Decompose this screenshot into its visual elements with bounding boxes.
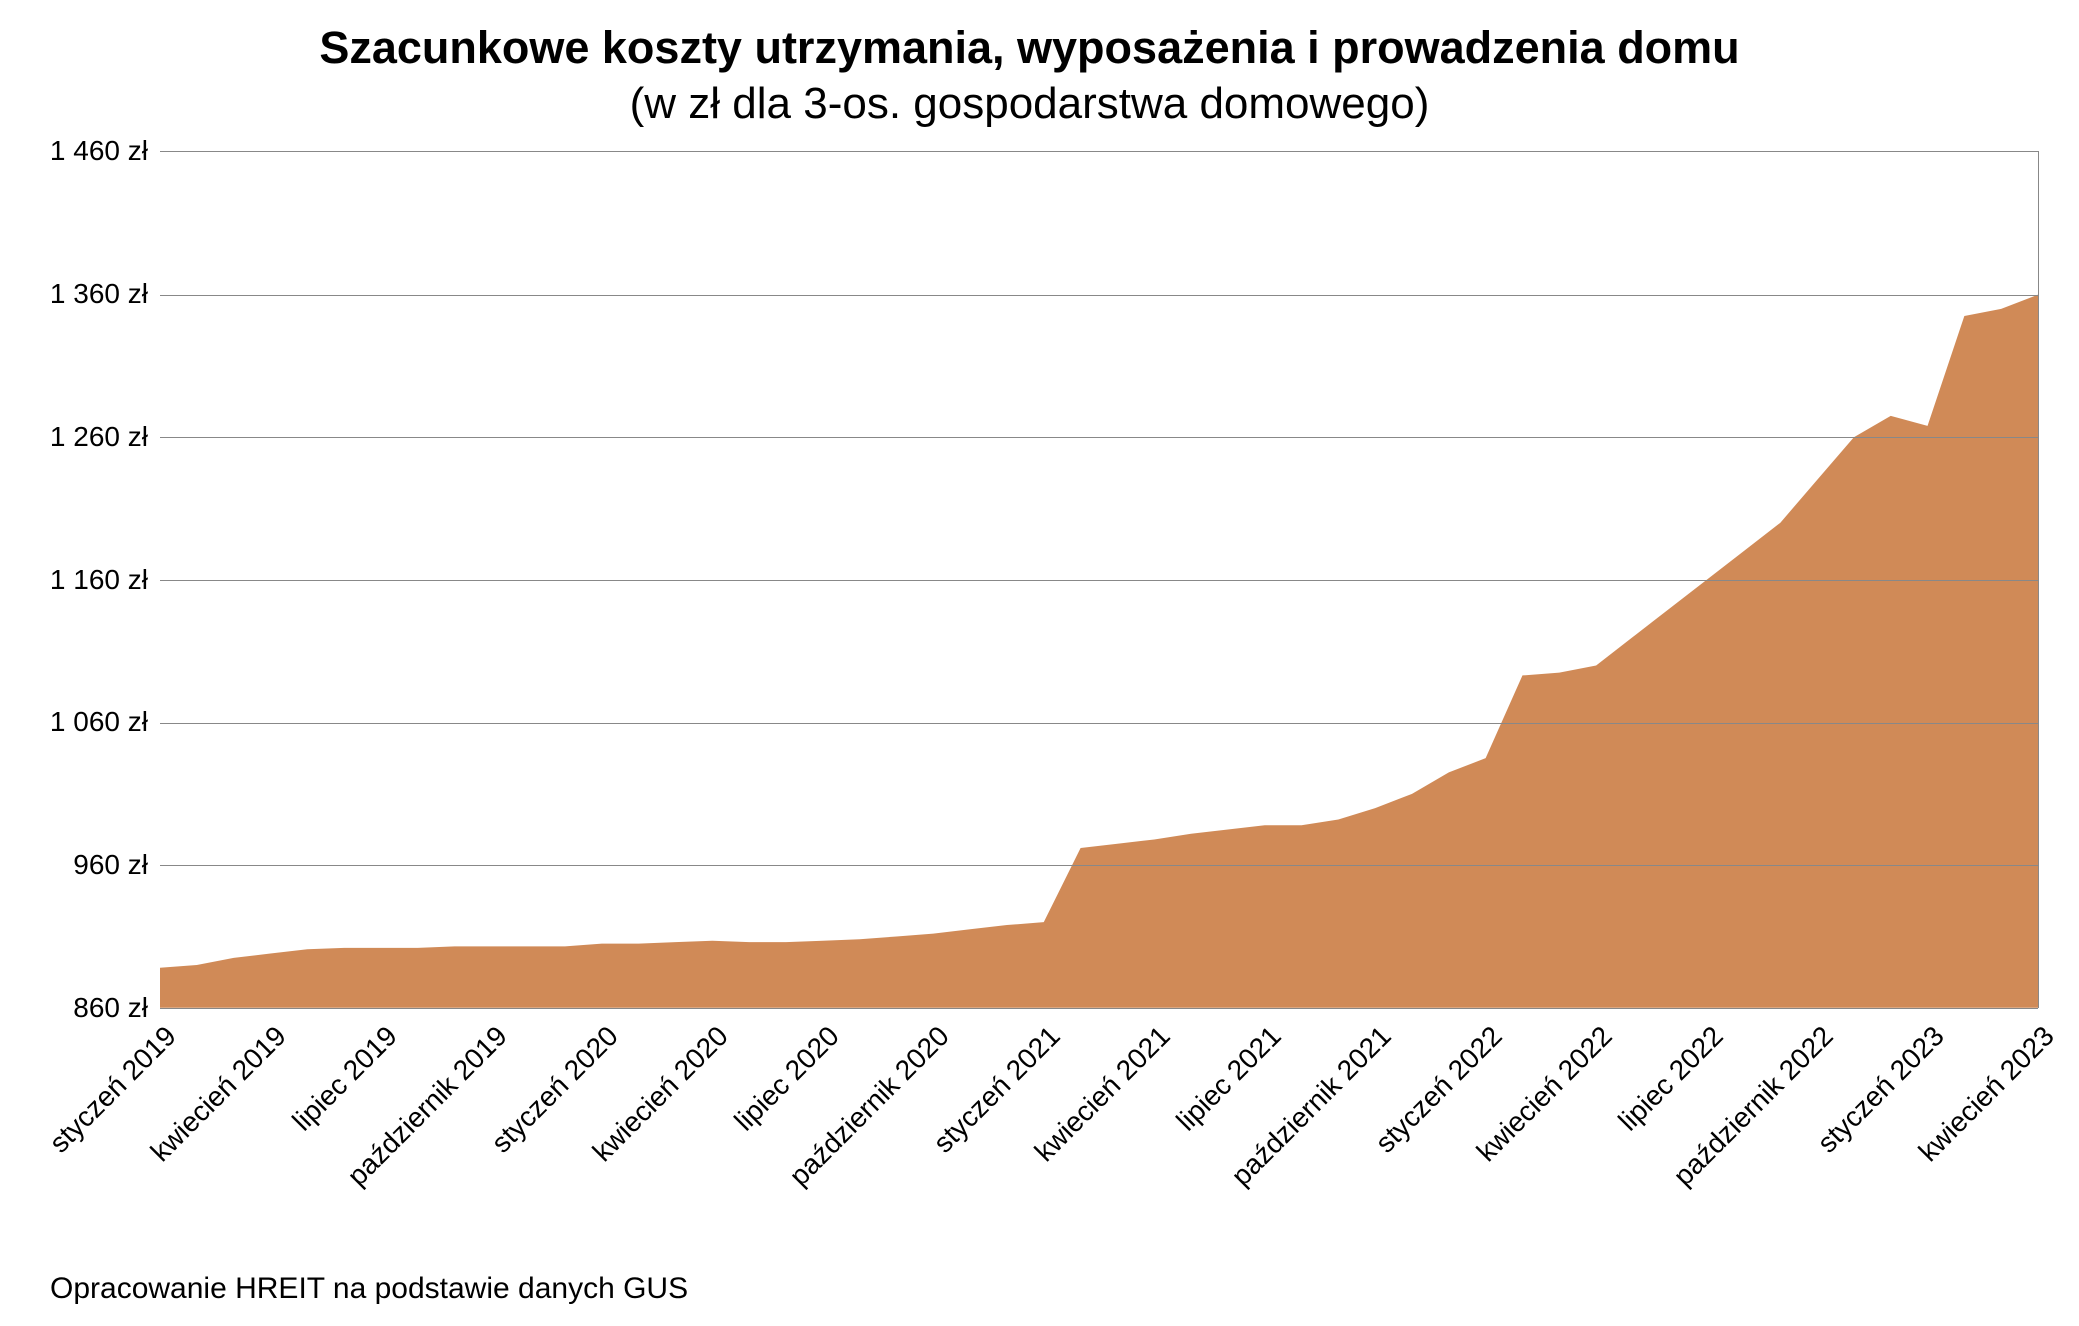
y-tick-label: 1 060 zł — [50, 706, 148, 738]
y-tick-label: 960 zł — [73, 849, 148, 881]
grid-line — [160, 865, 2038, 866]
y-tick-label: 860 zł — [73, 992, 148, 1024]
x-tick-label: lipiec 2020 — [728, 1020, 845, 1137]
chart-title-sub: (w zł dla 3-os. gospodarstwa domowego) — [20, 76, 2039, 131]
grid-line — [160, 295, 2038, 296]
y-tick-label: 1 160 zł — [50, 564, 148, 596]
plot-area — [160, 151, 2039, 1008]
chart-footnote: Opracowanie HREIT na podstawie danych GU… — [50, 1272, 2039, 1306]
grid-line — [160, 437, 2038, 438]
y-tick-label: 1 360 zł — [50, 278, 148, 310]
area-fill — [160, 295, 2038, 1008]
x-tick-label: lipiec 2022 — [1612, 1020, 1729, 1137]
chart-title-main: Szacunkowe koszty utrzymania, wyposażeni… — [20, 20, 2039, 76]
grid-line — [160, 723, 2038, 724]
plot-wrapper: 860 zł960 zł1 060 zł1 160 zł1 260 zł1 36… — [20, 151, 2039, 1008]
y-tick-label: 1 460 zł — [50, 135, 148, 167]
chart-container: Szacunkowe koszty utrzymania, wyposażeni… — [0, 0, 2079, 1326]
chart-title-block: Szacunkowe koszty utrzymania, wyposażeni… — [20, 20, 2039, 131]
x-tick-label: lipiec 2019 — [286, 1020, 403, 1137]
x-axis: styczeń 2019kwiecień 2019lipiec 2019paźd… — [160, 1008, 2039, 1268]
y-axis: 860 zł960 zł1 060 zł1 160 zł1 260 zł1 36… — [20, 151, 160, 1008]
x-tick-label: lipiec 2021 — [1170, 1020, 1287, 1137]
grid-line — [160, 580, 2038, 581]
y-tick-label: 1 260 zł — [50, 421, 148, 453]
